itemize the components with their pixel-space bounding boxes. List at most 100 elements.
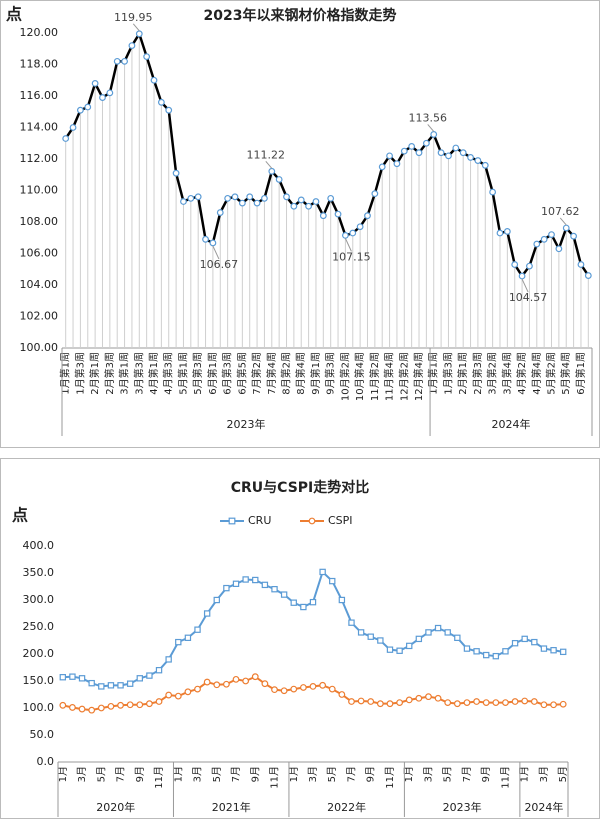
point (548, 231, 555, 239)
y-tick-label: 116.00 (20, 89, 59, 102)
point (88, 706, 96, 714)
point (511, 698, 519, 705)
x-tick-label: 3月 (422, 766, 434, 782)
y-tick-label: 118.00 (20, 58, 59, 71)
point (364, 212, 371, 220)
point (135, 30, 143, 38)
point (559, 648, 567, 656)
point (577, 261, 585, 268)
point (503, 228, 511, 235)
point (483, 651, 490, 659)
data-label: 106.67 (200, 258, 239, 271)
y-tick-label: 350.0 (23, 566, 55, 579)
x-tick-label: 6月第5周 (235, 352, 248, 395)
point (319, 212, 327, 220)
point (386, 152, 393, 160)
point (213, 596, 220, 604)
x-tick-label: 9月 (249, 766, 261, 782)
point (136, 675, 143, 682)
y-tick-label: 110.00 (20, 184, 59, 197)
point (184, 688, 192, 696)
point (117, 701, 124, 709)
chart-title: CRU与CSPI走势对比 (231, 479, 370, 496)
point (496, 229, 504, 237)
point (299, 684, 307, 691)
point (69, 704, 76, 711)
x-tick-label: 5月第4周 (559, 352, 572, 395)
annotation-leader (212, 245, 220, 260)
point (327, 194, 335, 202)
panel (0, 0, 600, 448)
point (253, 199, 261, 207)
point (216, 209, 224, 216)
x-tick-label: 3月第2周 (486, 352, 499, 395)
x-tick-label: 3月 (307, 766, 319, 782)
legend-marker (308, 517, 316, 525)
point (261, 194, 268, 202)
point (223, 584, 230, 592)
point (559, 700, 567, 708)
y-tick-label: 106.00 (20, 247, 59, 260)
point (165, 106, 173, 114)
point (261, 680, 269, 688)
x-tick-label: 9月第1周 (309, 352, 322, 395)
point (238, 199, 246, 207)
point (474, 157, 482, 164)
point (194, 193, 202, 201)
point (378, 163, 386, 171)
point (453, 700, 461, 708)
group-label: 2020年 (96, 800, 135, 814)
x-tick-label: 1月 (288, 766, 300, 782)
annotation-leader (559, 217, 567, 226)
x-tick-label: 5月第1周 (176, 352, 189, 395)
x-tick-label: 7月第2周 (250, 352, 263, 395)
y-tick-label: 108.00 (20, 215, 59, 228)
point (290, 202, 298, 210)
point (463, 645, 471, 652)
x-tick-label: 5月 (211, 766, 223, 782)
point (232, 580, 240, 588)
panel (0, 458, 600, 819)
x-tick-label: 9月 (365, 766, 377, 782)
point (459, 149, 467, 157)
point (242, 576, 249, 583)
group-label: 2023年 (227, 417, 266, 431)
y-tick-label: 300.0 (23, 593, 55, 606)
x-tick-label: 4月第3周 (162, 352, 175, 395)
x-tick-label: 1月 (403, 766, 415, 782)
data-label: 107.62 (541, 205, 580, 218)
x-tick-label: 6月第3周 (221, 352, 234, 395)
point (283, 193, 290, 201)
point (155, 666, 163, 674)
x-tick-label: 5月 (326, 766, 338, 782)
point (396, 647, 403, 654)
x-tick-label: 3月 (192, 766, 204, 782)
point (59, 674, 67, 681)
point (550, 647, 557, 654)
point (121, 57, 128, 65)
x-tick-label: 11月第4周 (383, 352, 396, 401)
point (550, 701, 557, 709)
group-label: 2024年 (492, 417, 531, 431)
x-tick-label: 12月第2周 (397, 352, 410, 401)
point (175, 638, 182, 646)
x-tick-label: 8月第4周 (294, 352, 307, 395)
point (531, 638, 538, 646)
point (275, 176, 283, 183)
point (271, 585, 278, 593)
group-label: 2022年 (327, 800, 366, 814)
point (473, 648, 480, 655)
point (143, 53, 151, 61)
x-tick-label: 11月 (153, 766, 165, 789)
point (473, 698, 480, 705)
point (481, 161, 489, 169)
data-label: 119.95 (114, 11, 153, 24)
point (305, 202, 312, 210)
x-tick-label: 11月第2周 (368, 352, 381, 401)
point (203, 610, 211, 617)
point (268, 167, 276, 175)
point (348, 619, 355, 626)
point (386, 646, 394, 653)
point (338, 596, 346, 604)
point (194, 685, 201, 693)
